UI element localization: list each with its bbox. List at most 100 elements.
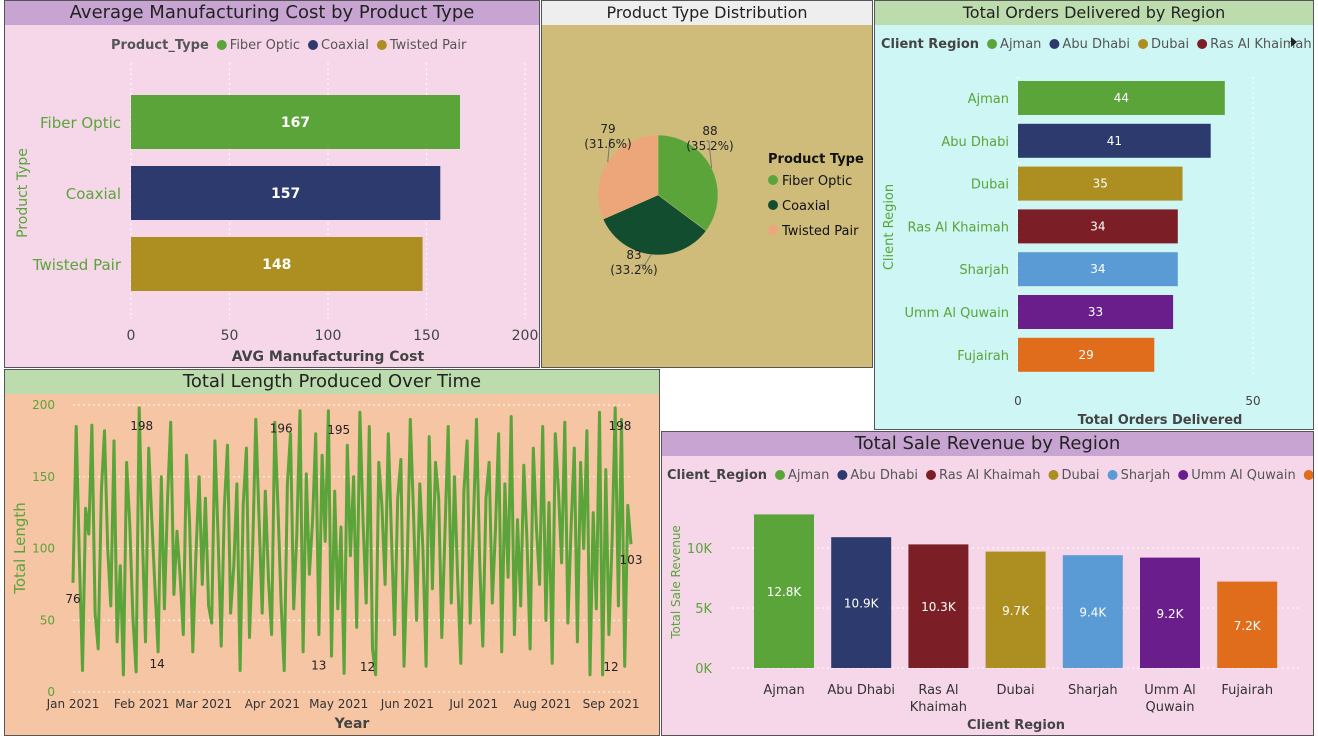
bar	[1140, 557, 1200, 668]
legend-marker	[1048, 470, 1059, 480]
y-tick-label: 100	[32, 542, 55, 556]
leader-line	[607, 138, 612, 163]
bar	[1018, 166, 1183, 201]
x-tick-label: Jan 2021	[46, 697, 100, 711]
x-tick-label: 150	[413, 328, 440, 344]
legend-scroll-arrow-icon	[1291, 37, 1297, 47]
legend-item: Twisted Pair	[389, 38, 467, 53]
x-tick-label: 100	[315, 328, 342, 344]
bar	[131, 95, 460, 149]
legend-marker	[926, 470, 936, 480]
x-tick-label: Apr 2021	[245, 697, 300, 711]
data-label: 12	[603, 660, 618, 674]
distribution-chart: 88(35.2%) 83(33.2%) 79(31.6%) Product Type F…	[584, 122, 864, 277]
avg-cost-panel: Average Manufacturing Cost by Product Ty…	[4, 0, 540, 368]
y-tick-label: 150	[32, 470, 55, 484]
legend-marker	[1178, 470, 1189, 480]
data-label: 33	[1088, 305, 1103, 319]
data-label: 76	[65, 592, 80, 606]
orders-title: Total Orders Delivered by Region	[875, 1, 1313, 25]
legend-item: Ras Al Khaimah	[939, 468, 1040, 483]
data-label: 35	[1093, 177, 1108, 191]
x-axis-title: AVG Manufacturing Cost	[232, 349, 425, 365]
y-tick-label: 10K	[687, 542, 713, 557]
x-axis-title: Client Region	[967, 718, 1065, 733]
pie-percent-label: (33.2%)	[610, 263, 657, 277]
x-tick-label: 200	[512, 328, 539, 344]
bar	[1018, 252, 1178, 287]
pie-percent-label: (31.6%)	[584, 137, 631, 151]
data-label: 157	[271, 186, 300, 202]
y-axis-title: Total Length	[11, 502, 29, 595]
legend-item: Dubai	[1061, 468, 1099, 483]
legend-item: Abu Dhabi	[1062, 37, 1130, 52]
data-label: 29	[1079, 348, 1094, 362]
distribution-panel: Product Type Distribution 88 (35.2%) 83 (33…	[541, 0, 873, 368]
data-label: 13	[311, 658, 326, 672]
legend-marker	[768, 175, 778, 185]
legend-item: Coaxial	[782, 199, 830, 214]
legend-title: Client_Region	[667, 468, 767, 483]
x-tick-label: Jul 2021	[448, 697, 498, 711]
legend-marker	[1303, 470, 1313, 480]
pie-value-label: 79	[600, 122, 615, 136]
x-tick-label: Feb 2021	[114, 697, 170, 711]
data-label: 103	[620, 553, 643, 567]
legend-item: Umm Al Quwain	[1191, 468, 1296, 483]
bar	[1018, 81, 1225, 115]
legend-item: Dubai	[1151, 37, 1189, 52]
data-label: 10.9K	[844, 597, 880, 611]
bar	[1217, 581, 1278, 668]
leader-line	[638, 254, 652, 266]
x-tick-label: Sep 2021	[583, 697, 640, 711]
category-label: Sharjah	[959, 263, 1009, 278]
data-label: 195	[327, 423, 350, 437]
data-label: 7.2K	[1234, 619, 1262, 633]
data-label: 34	[1090, 262, 1105, 276]
legend-marker	[1197, 39, 1208, 49]
data-label: 9.2K	[1157, 607, 1185, 621]
y-axis-title: Total Sale Revenue	[669, 525, 683, 640]
data-label: 198	[608, 419, 631, 433]
x-tick-label: Mar 2021	[175, 697, 232, 711]
category-label: Fiber Optic	[40, 114, 121, 132]
category-label: Umm Al Quwain	[904, 306, 1009, 321]
orders-panel: Total Orders Delivered by Region Client …	[874, 0, 1314, 430]
category-label: Sharjah	[1068, 683, 1118, 698]
bar	[131, 237, 423, 291]
x-axis-title: Total Orders Delivered	[1078, 413, 1243, 428]
bar	[1062, 555, 1123, 668]
legend-marker	[308, 40, 318, 50]
legend-item: Sharjah	[1121, 468, 1171, 483]
category-label: Coaxial	[66, 185, 121, 203]
legend-item: Twisted Pair	[781, 224, 859, 239]
bar	[131, 166, 441, 220]
category-label: Abu Dhabi	[827, 683, 895, 698]
x-tick-label: Jun 2021	[380, 697, 434, 711]
legend-marker	[768, 200, 778, 210]
legend-marker	[216, 40, 227, 50]
y-axis-title: Client Region	[882, 184, 897, 270]
x-axis-title: Year	[334, 716, 370, 732]
y-tick-label: 0K	[695, 662, 712, 677]
data-label: 9.4K	[1079, 606, 1107, 620]
bar	[1018, 295, 1174, 329]
orders-chart: Client Region Ajman Abu Dhabi Dubai Ras Al K…	[881, 37, 1312, 428]
x-tick-label: Aug 2021	[514, 697, 572, 711]
legend-marker	[775, 470, 786, 480]
y-axis-title: Product Type	[15, 148, 31, 238]
legend-item: Ras Al Khaimah	[1210, 37, 1311, 52]
category-label: Quwain	[1146, 700, 1195, 715]
length-panel: Total Length Produced Over Time 0 50 100 15…	[4, 369, 660, 736]
avg-cost-chart: Product_Type Fiber Optic Coaxial Twisted Pa…	[15, 38, 539, 365]
category-label: Dubai	[997, 683, 1035, 698]
legend-item: Abu Dhabi	[850, 468, 918, 483]
category-label: Abu Dhabi	[941, 135, 1009, 150]
category-label: Ajman	[968, 92, 1009, 107]
category-label: Dubai	[971, 178, 1009, 193]
bar	[1018, 123, 1211, 158]
category-label: Ras Al	[918, 683, 958, 698]
category-label: Fujairah	[957, 349, 1009, 364]
data-label: 44	[1114, 91, 1129, 105]
data-label: 9.7K	[1002, 604, 1030, 618]
